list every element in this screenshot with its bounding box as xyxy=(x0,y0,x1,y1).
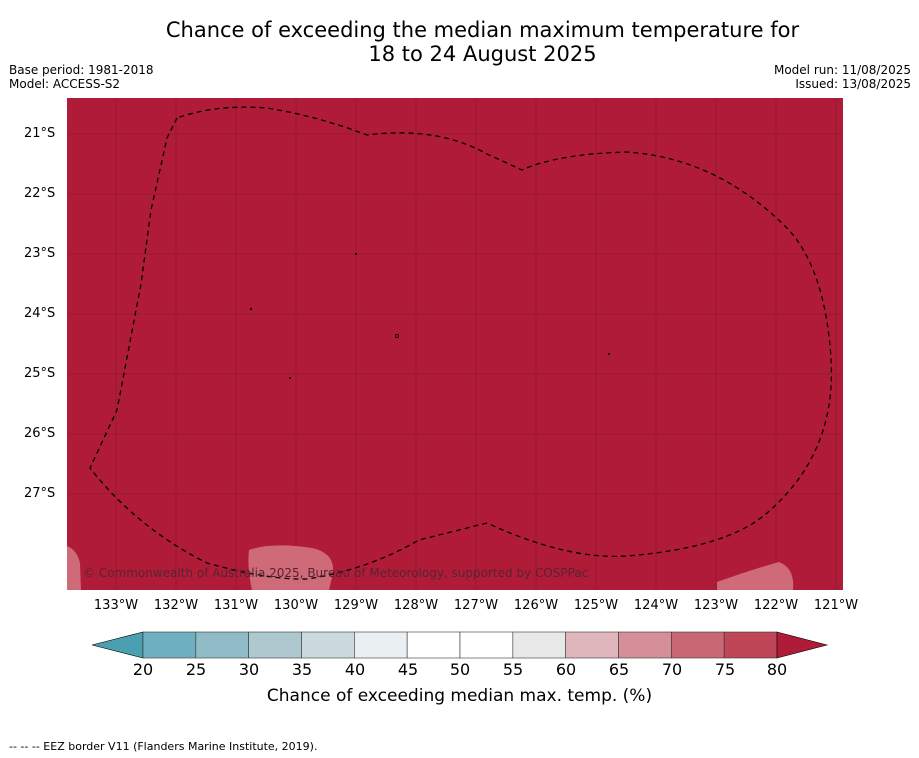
colorbar xyxy=(91,631,829,659)
colorbar-tick-25: 25 xyxy=(185,660,207,679)
colorbar-segment xyxy=(723,631,778,659)
colorbar-tick-20: 20 xyxy=(132,660,154,679)
colorbar-tick-30: 30 xyxy=(238,660,260,679)
colorbar-segment xyxy=(248,631,302,659)
colorbar-tick-60: 60 xyxy=(555,660,577,679)
colorbar-tick-55: 55 xyxy=(502,660,524,679)
lat-label-23s: 23°S xyxy=(24,246,56,261)
lat-label-22s: 22°S xyxy=(24,186,56,201)
model-run: Model run: 11/08/2025 xyxy=(773,63,911,77)
colorbar-tick-45: 45 xyxy=(397,660,419,679)
colorbar-segment xyxy=(459,631,514,659)
lon-label-124w: 124°W xyxy=(633,598,679,613)
lat-label-25s: 25°S xyxy=(24,366,56,381)
map-svg xyxy=(67,98,843,590)
base-period: Base period: 1981-2018 xyxy=(9,63,154,77)
copyright-text: © Commonwealth of Australia 2025, Bureau… xyxy=(83,566,589,580)
eez-border xyxy=(89,106,833,580)
lon-label-123w: 123°W xyxy=(693,598,739,613)
colorbar-extend-low xyxy=(91,631,144,659)
colorbar-label: Chance of exceeding median max. temp. (%… xyxy=(266,686,653,706)
anomaly-patch-east xyxy=(717,562,794,590)
colorbar-segments xyxy=(91,631,829,659)
colorbar-segment xyxy=(354,631,408,659)
meta-right: Model run: 11/08/2025 Issued: 13/08/2025 xyxy=(774,63,911,91)
eez-footnote: -- -- -- EEZ border V11 (Flanders Marine… xyxy=(9,740,318,753)
colorbar-tick-80: 80 xyxy=(766,660,788,679)
colorbar-segment xyxy=(406,631,461,659)
colorbar-tick-65: 65 xyxy=(608,660,630,679)
colorbar-segment xyxy=(195,631,249,659)
colorbar-extend-high xyxy=(776,631,829,659)
colorbar-tick-40: 40 xyxy=(344,660,366,679)
lon-label-127w: 127°W xyxy=(453,598,499,613)
anomaly-patch-west xyxy=(67,546,81,590)
lon-label-132w: 132°W xyxy=(153,598,199,613)
lat-label-27s: 27°S xyxy=(24,486,56,501)
lat-label-21s: 21°S xyxy=(24,126,56,141)
lon-label-129w: 129°W xyxy=(333,598,379,613)
colorbar-segment xyxy=(301,631,355,659)
lon-label-126w: 126°W xyxy=(513,598,559,613)
title-line-2: 18 to 24 August 2025 xyxy=(368,42,597,66)
lon-label-133w: 133°W xyxy=(93,598,139,613)
colorbar-tick-75: 75 xyxy=(714,660,736,679)
lon-label-121w: 121°W xyxy=(813,598,859,613)
colorbar-segment xyxy=(565,631,619,659)
lon-label-131w: 131°W xyxy=(213,598,259,613)
lon-label-122w: 122°W xyxy=(753,598,799,613)
title-line-1: Chance of exceeding the median maximum t… xyxy=(165,18,800,42)
lon-label-130w: 130°W xyxy=(273,598,319,613)
map-title: Chance of exceeding the median maximum t… xyxy=(0,18,919,66)
lon-label-128w: 128°W xyxy=(393,598,439,613)
colorbar-tick-35: 35 xyxy=(291,660,313,679)
lon-label-125w: 125°W xyxy=(573,598,619,613)
graticule xyxy=(67,98,843,590)
colorbar-tick-70: 70 xyxy=(661,660,683,679)
lat-label-26s: 26°S xyxy=(24,426,56,441)
colorbar-segment xyxy=(671,631,725,659)
colorbar-segment xyxy=(512,631,566,659)
colorbar-segment xyxy=(142,631,197,659)
colorbar-segment xyxy=(618,631,672,659)
colorbar-tick-50: 50 xyxy=(449,660,471,679)
map-panel xyxy=(67,98,843,590)
meta-left: Base period: 1981-2018 Model: ACCESS-S2 xyxy=(9,63,154,91)
model-name: Model: ACCESS-S2 xyxy=(9,77,121,91)
lat-label-24s: 24°S xyxy=(24,306,56,321)
islands xyxy=(249,252,611,379)
issued-date: Issued: 13/08/2025 xyxy=(795,77,911,91)
